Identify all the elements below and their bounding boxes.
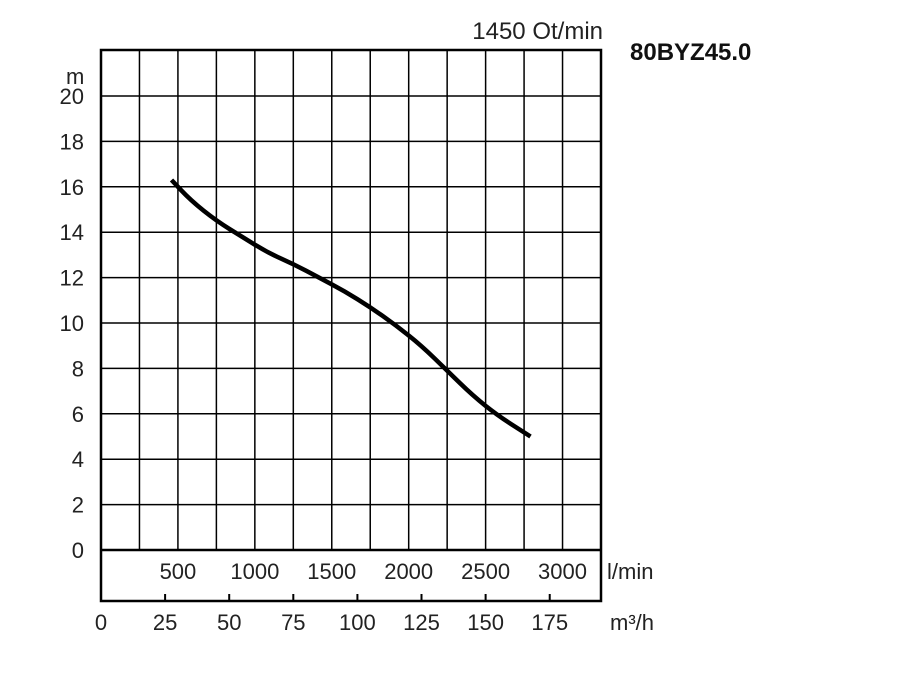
x-unit-lpm: l/min [607, 559, 653, 584]
x-tick-label-m3h: 150 [467, 610, 504, 635]
y-tick-label: 16 [60, 175, 84, 200]
x-tick-label-m3h: 125 [403, 610, 440, 635]
x-tick-labels-lpm: 500 1000 1500 2000 2500 3000 [160, 559, 587, 584]
y-tick-label: 18 [60, 129, 84, 154]
x-tick-label-lpm: 1500 [307, 559, 356, 584]
model-title: 80BYZ45.0 [630, 39, 751, 66]
y-tick-label: 20 [60, 84, 84, 109]
y-tick-label: 0 [72, 538, 84, 563]
grid [101, 50, 601, 551]
x-tick-label-m3h: 75 [281, 610, 305, 635]
y-axis-unit: m [66, 64, 84, 89]
y-tick-label: 6 [72, 402, 84, 427]
x-tick-label-lpm: 2500 [461, 559, 510, 584]
speed-label: 1450 Ot/min [472, 18, 603, 45]
x-tick-label-m3h: 25 [153, 610, 177, 635]
head-flow-curve [169, 178, 532, 439]
x-unit-m3h: m³/h [610, 610, 654, 635]
x-tick-label-lpm: 2000 [384, 559, 433, 584]
y-tick-label: 4 [72, 447, 84, 472]
x-tick-label-lpm: 1000 [230, 559, 279, 584]
series-layer [169, 178, 532, 439]
x-tick-labels-m3h: 0 25 50 75 100 125 150 175 [95, 610, 568, 635]
plot-frame [99, 48, 603, 603]
x-tick-label-m3h: 50 [217, 610, 241, 635]
y-tick-label: 2 [72, 493, 84, 518]
y-tick-label: 14 [60, 220, 84, 245]
x-tick-label-lpm: 500 [160, 559, 197, 584]
y-tick-label: 12 [60, 266, 84, 291]
x-tick-label-lpm: 3000 [538, 559, 587, 584]
x-tick-label-m3h: 175 [531, 610, 568, 635]
y-tick-labels: 0 2 4 6 8 10 12 14 16 18 20 [60, 84, 84, 563]
x-tick-label-m3h: 100 [339, 610, 376, 635]
plot-border [99, 48, 603, 603]
y-tick-label: 10 [60, 311, 84, 336]
x-tick-label-m3h: 0 [95, 610, 107, 635]
y-tick-label: 8 [72, 356, 84, 381]
